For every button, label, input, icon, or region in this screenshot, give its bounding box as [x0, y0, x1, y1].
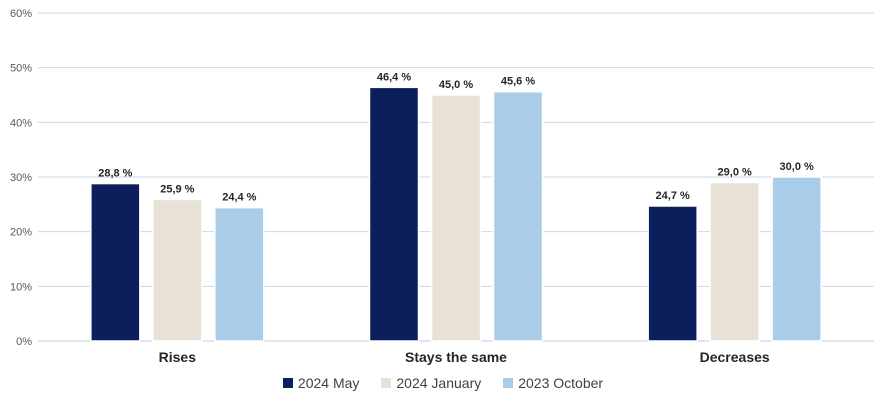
- bar: [647, 205, 698, 342]
- bar: [214, 206, 265, 342]
- y-tick-label: 60%: [10, 8, 32, 20]
- data-label: 29,0 %: [718, 166, 752, 178]
- data-label: 24,7 %: [656, 190, 690, 202]
- bar: [492, 90, 544, 342]
- bar: [90, 182, 141, 342]
- data-label: 45,6 %: [501, 76, 535, 88]
- legend-item-2024-january: 2024 January: [381, 375, 481, 391]
- legend-item-2023-october: 2023 October: [503, 375, 603, 391]
- legend-label-2024-january: 2024 January: [396, 375, 482, 391]
- legend-item-2024-may: 2024 May: [282, 375, 360, 391]
- bar: [709, 181, 760, 342]
- legend-swatch-2024-january: [381, 378, 392, 388]
- bar: [430, 94, 482, 342]
- data-label: 45,0 %: [439, 79, 473, 91]
- data-label: 25,9 %: [160, 183, 194, 195]
- bar: [368, 86, 420, 342]
- x-category-label: Decreases: [700, 349, 770, 365]
- bar: [771, 176, 822, 342]
- y-tick-label: 30%: [10, 172, 32, 184]
- chart-legend: 2024 May 2024 January 2023 October: [0, 375, 886, 391]
- data-label: 28,8 %: [98, 168, 132, 180]
- y-tick-label: 0%: [16, 336, 32, 348]
- legend-label-2023-october: 2023 October: [518, 375, 604, 391]
- legend-label-2024-may: 2024 May: [297, 375, 360, 391]
- bar: [152, 198, 203, 342]
- x-category-label: Rises: [159, 349, 197, 365]
- y-tick-label: 40%: [10, 117, 32, 129]
- legend-swatch-2023-october: [503, 378, 514, 388]
- data-label: 30,0 %: [780, 161, 814, 173]
- data-label: 24,4 %: [222, 192, 256, 204]
- y-tick-label: 50%: [10, 63, 32, 75]
- y-tick-label: 10%: [10, 281, 32, 293]
- data-label: 46,4 %: [377, 71, 411, 83]
- legend-swatch-2024-may: [282, 378, 293, 388]
- y-tick-label: 20%: [10, 227, 32, 239]
- x-category-label: Stays the same: [405, 349, 507, 365]
